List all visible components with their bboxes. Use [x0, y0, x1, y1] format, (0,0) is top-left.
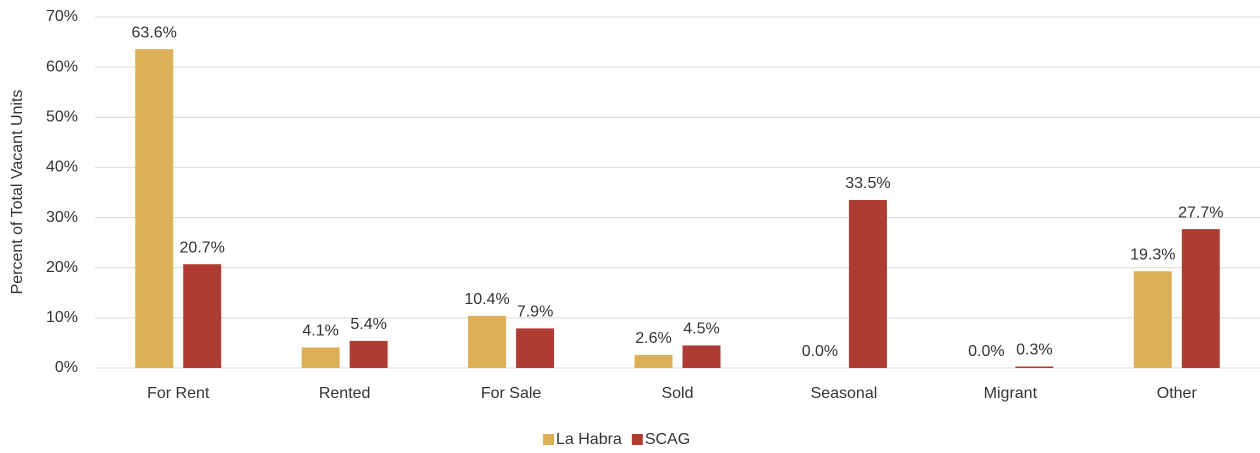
- bar: [349, 340, 388, 368]
- data-label: 5.4%: [350, 316, 386, 333]
- bar: [1015, 366, 1054, 368]
- data-label: 2.6%: [635, 330, 671, 347]
- x-tick-label: For Rent: [147, 385, 210, 402]
- bar: [135, 49, 174, 368]
- bar: [682, 345, 721, 368]
- data-label: 10.4%: [464, 291, 509, 308]
- bar: [301, 347, 340, 368]
- legend-label: SCAG: [645, 431, 690, 448]
- y-tick-label: 20%: [46, 259, 78, 276]
- x-tick-label: Seasonal: [811, 385, 878, 402]
- y-tick-label: 10%: [46, 309, 78, 326]
- legend-label: La Habra: [556, 431, 622, 448]
- data-label: 4.1%: [302, 323, 338, 340]
- data-label: 33.5%: [845, 175, 890, 192]
- data-label: 63.6%: [132, 24, 177, 41]
- bar: [468, 315, 507, 368]
- data-label: 0.3%: [1016, 342, 1052, 359]
- y-tick-label: 40%: [46, 159, 78, 176]
- x-tick-label: For Sale: [481, 385, 542, 402]
- bar: [1181, 229, 1220, 368]
- bar: [634, 354, 673, 368]
- data-label: 4.5%: [683, 321, 719, 338]
- x-tick-label: Rented: [319, 385, 371, 402]
- y-tick-label: 60%: [46, 58, 78, 75]
- bar: [848, 200, 887, 368]
- x-tick-label: Migrant: [984, 385, 1038, 402]
- y-tick-label: 30%: [46, 209, 78, 226]
- bar: [183, 264, 222, 368]
- x-tick-label: Other: [1157, 385, 1198, 402]
- y-tick-label: 0%: [55, 359, 78, 376]
- x-tick-label: Sold: [661, 385, 693, 402]
- legend-swatch: [631, 434, 643, 445]
- data-label: 27.7%: [1178, 204, 1223, 221]
- y-axis-label: Percent of Total Vacant Units: [9, 90, 26, 295]
- y-tick-label: 70%: [46, 8, 78, 25]
- data-label: 19.3%: [1130, 246, 1175, 263]
- data-label: 0.0%: [802, 343, 838, 360]
- bar: [516, 328, 555, 368]
- data-label: 0.0%: [968, 343, 1004, 360]
- y-tick-label: 50%: [46, 109, 78, 126]
- data-label: 20.7%: [180, 239, 225, 256]
- legend-swatch: [543, 434, 554, 445]
- data-label: 7.9%: [517, 304, 553, 321]
- bar: [1133, 271, 1172, 368]
